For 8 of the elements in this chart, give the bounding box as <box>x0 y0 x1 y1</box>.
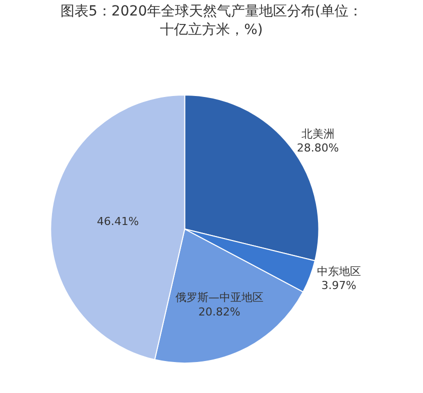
slice-label: 中东地区 <box>316 264 361 278</box>
data-label: 20.82% <box>198 305 240 318</box>
chart-title: 图表5：2020年全球天然气产量地区分布(单位：十亿立方米，%) <box>60 4 362 38</box>
slice-label: 俄罗斯—中亚地区 <box>175 291 264 304</box>
data-label: 3.97% <box>321 279 356 292</box>
data-label: 28.80% <box>296 142 339 155</box>
data-label: 46.41% <box>96 214 139 228</box>
slice-label: 北美洲 <box>301 127 334 140</box>
